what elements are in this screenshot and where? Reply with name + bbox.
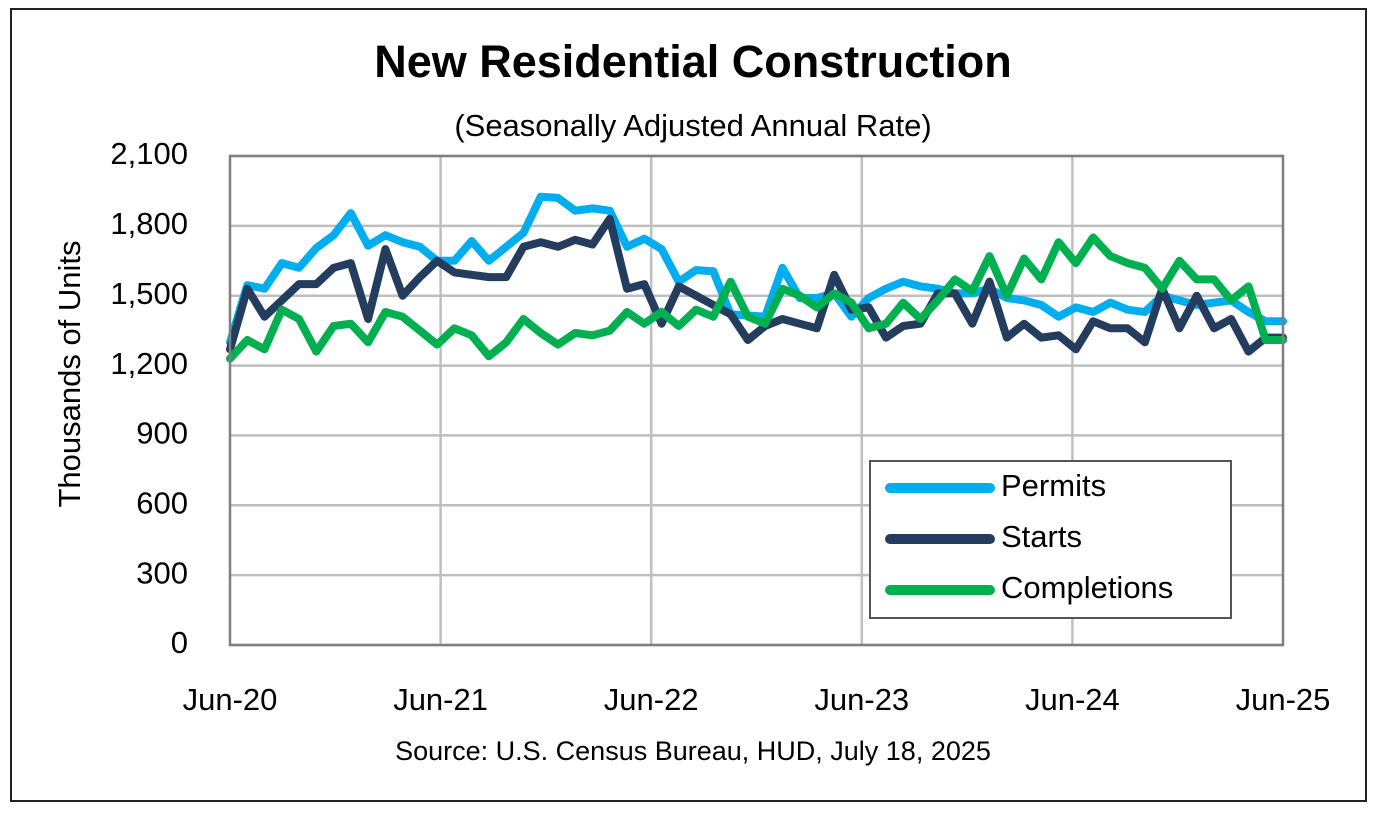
series-line-completions bbox=[226, 233, 1287, 363]
legend-label-permits: Permits bbox=[1001, 468, 1106, 503]
y-axis-ticks: 0 300 600 900 1,200 1,500 1,800 2,100 bbox=[110, 136, 188, 660]
x-tick-label: Jun-24 bbox=[1025, 682, 1120, 717]
y-tick-label: 1,500 bbox=[110, 276, 188, 311]
series-line-starts bbox=[226, 214, 1287, 356]
y-tick-label: 1,200 bbox=[110, 346, 188, 381]
plot-border bbox=[228, 154, 1285, 647]
y-tick-label: 600 bbox=[136, 485, 188, 520]
y-tick-label: 0 bbox=[171, 625, 188, 660]
chart-subtitle: (Seasonally Adjusted Annual Rate) bbox=[454, 108, 932, 143]
x-tick-label: Jun-21 bbox=[393, 682, 488, 717]
y-tick-label: 1,800 bbox=[110, 206, 188, 241]
y-tick-label: 300 bbox=[136, 555, 188, 590]
chart-frame bbox=[10, 8, 1367, 802]
y-axis-label: Thousands of Units bbox=[52, 240, 87, 507]
y-tick-label: 2,100 bbox=[110, 136, 188, 171]
x-tick-label: Jun-22 bbox=[604, 682, 699, 717]
x-tick-label: Jun-25 bbox=[1236, 682, 1331, 717]
legend-label-completions: Completions bbox=[1001, 570, 1173, 605]
x-axis-ticks: Jun-20 Jun-21 Jun-22 Jun-23 Jun-24 Jun-25 bbox=[183, 682, 1331, 717]
chart-source: Source: U.S. Census Bureau, HUD, July 18… bbox=[395, 736, 991, 766]
x-tick-label: Jun-23 bbox=[814, 682, 909, 717]
legend: Permits Starts Completions bbox=[869, 460, 1232, 619]
y-tick-label: 900 bbox=[136, 416, 188, 451]
series-lines bbox=[226, 192, 1287, 363]
x-tick-label: Jun-20 bbox=[183, 682, 278, 717]
chart-title: New Residential Construction bbox=[374, 36, 1012, 87]
legend-label-starts: Starts bbox=[1001, 519, 1082, 554]
